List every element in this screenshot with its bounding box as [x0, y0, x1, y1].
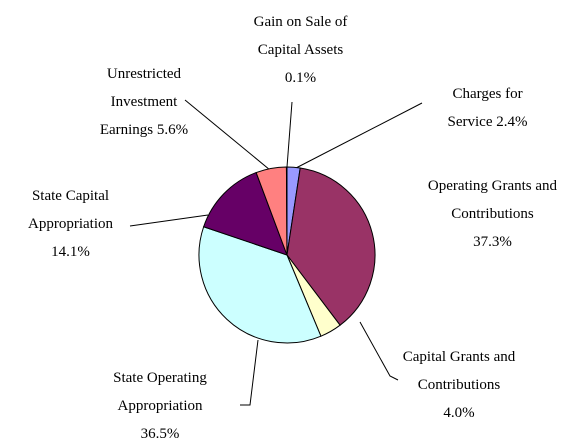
leader-line: [240, 339, 259, 406]
pie-slice: [203, 171, 288, 256]
leader-line: [359, 321, 399, 381]
category-name: Operating Grants and Contributions: [427, 178, 558, 222]
category-name: Charges for Service: [447, 86, 523, 130]
slice-label: State Operating Appropriation 36.5%: [95, 364, 225, 443]
value-label: 37.3%: [473, 234, 512, 250]
category-name: State Operating Appropriation: [113, 370, 207, 414]
category-name: Capital Grants and Contributions: [402, 349, 516, 393]
slice-label: Unrestricted Investment Earnings 5.6%: [90, 60, 198, 144]
leader-lines: [129, 99, 423, 406]
slice-label: State Capital Appropriation 14.1%: [18, 182, 123, 266]
leader-line: [184, 99, 271, 171]
pie-slice: [285, 166, 288, 256]
value-label: 36.5%: [140, 426, 180, 442]
pie-slice: [198, 226, 322, 344]
leader-line: [295, 102, 423, 169]
value-label: 4.0%: [443, 405, 475, 421]
value-label: 5.6%: [156, 122, 189, 138]
value-label: 0.1%: [284, 70, 317, 86]
slice-label: Operating Grants and Contributions 37.3%: [425, 172, 560, 256]
category-name: Gain on Sale of Capital Assets: [253, 14, 348, 58]
leader-line: [129, 214, 209, 227]
leader-line: [286, 101, 293, 168]
slice-label: Charges for Service 2.4%: [430, 80, 545, 136]
value-label: 2.4%: [496, 114, 528, 130]
pie-slice: [286, 167, 376, 326]
slice-label: Gain on Sale of Capital Assets 0.1%: [238, 8, 363, 92]
value-label: 14.1%: [51, 244, 90, 260]
category-name: Unrestricted Investment Earnings: [99, 66, 182, 138]
slice-label: Capital Grants and Contributions 4.0%: [398, 343, 520, 427]
category-name: State Capital Appropriation: [28, 188, 113, 232]
